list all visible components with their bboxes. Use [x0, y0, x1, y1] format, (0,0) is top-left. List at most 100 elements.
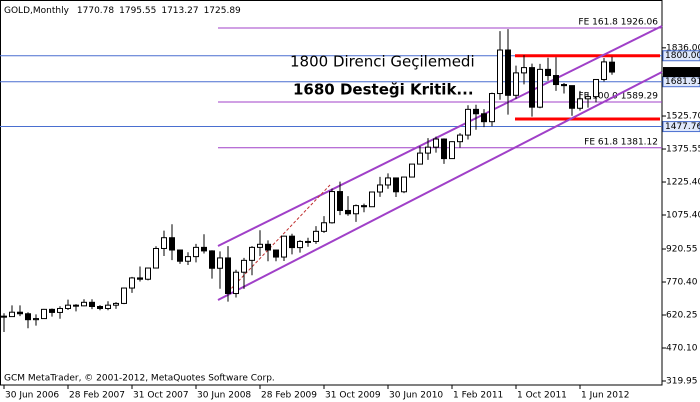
- candle-body: [585, 96, 591, 100]
- candles: [1, 29, 615, 332]
- candle-body: [393, 177, 399, 193]
- symbol: GOLD,Monthly: [4, 6, 70, 16]
- y-tick-label: 470.10: [666, 344, 698, 354]
- candle-body: [57, 307, 63, 313]
- candle-body: [609, 61, 615, 73]
- candle-body: [297, 240, 303, 249]
- candle-body: [97, 305, 103, 309]
- candle-body: [225, 257, 231, 295]
- header-open: 1770.78: [77, 6, 114, 16]
- candle-body: [449, 141, 455, 160]
- candle-body: [81, 301, 87, 307]
- candle-body: [249, 246, 255, 261]
- x-tick-label: 28 Feb 2007: [69, 391, 125, 401]
- candle-body: [353, 205, 359, 215]
- candle-body: [129, 277, 135, 289]
- candle-body: [401, 176, 407, 193]
- candle-body: [233, 271, 239, 295]
- current-price-label: 1725.89: [665, 68, 700, 78]
- candle-body: [9, 311, 15, 318]
- candle-body: [569, 85, 575, 109]
- candle-body: [65, 304, 71, 309]
- candle-body: [33, 318, 39, 321]
- y-tick-label: 770.40: [666, 278, 698, 288]
- channel-line: [217, 25, 663, 247]
- price-box: [662, 121, 700, 133]
- candle-body: [89, 301, 95, 307]
- y-tick-label: 1375.55: [666, 145, 700, 155]
- candle-body: [369, 191, 375, 208]
- y-tick-label: 620.25: [666, 311, 698, 321]
- y-tick-label: 319.95: [666, 377, 698, 387]
- candle-body: [537, 68, 543, 108]
- x-tick-label: 1 Feb 2011: [453, 391, 503, 401]
- candle-body: [473, 108, 479, 115]
- current-price-box: [663, 67, 700, 78]
- candle-body: [161, 237, 167, 249]
- candle-body: [321, 222, 327, 232]
- candle-body: [433, 138, 439, 148]
- candle-body: [465, 108, 471, 136]
- x-tick-label: 31 Oct 2009: [325, 391, 381, 401]
- x-tick-label: 30 Jun 2008: [197, 391, 251, 401]
- candle-body: [529, 67, 535, 108]
- y-tick-label: 1075.40: [666, 210, 700, 220]
- candle-body: [593, 78, 599, 98]
- candle-body: [73, 304, 79, 307]
- x-tick-label: 31 Oct 2007: [133, 391, 189, 401]
- fibo-label: FE 61.8 1381.12: [584, 137, 658, 147]
- y-tick-label: 1525.70: [666, 112, 700, 122]
- candle-body: [105, 304, 111, 309]
- candle-body: [121, 287, 127, 304]
- candle-body: [441, 138, 447, 160]
- candle-body: [113, 302, 119, 306]
- fibo-label: FE 161.8 1926.06: [578, 18, 658, 28]
- candle-body: [289, 235, 295, 249]
- candle-body: [1, 315, 7, 318]
- y-tick-label: 1836.00: [666, 43, 700, 53]
- candle-body: [137, 277, 143, 280]
- candle-body: [201, 246, 207, 252]
- candle-body: [281, 235, 287, 258]
- x-tick-label: 30 Jun 2010: [389, 391, 443, 401]
- price-box-label: 1800.00: [665, 51, 700, 61]
- x-tick-label: 30 Jun 2006: [5, 391, 59, 401]
- x-tick-label: 1 Oct 2011: [517, 391, 567, 401]
- candle-body: [377, 184, 383, 193]
- candle-body: [241, 259, 247, 273]
- candle-body: [425, 146, 431, 154]
- candle-body: [601, 61, 607, 80]
- candle-body: [385, 177, 391, 186]
- candle-body: [489, 93, 495, 123]
- channel: [217, 25, 663, 301]
- annotation: 1800 Direnci Geçilemedi: [290, 53, 475, 71]
- footer: GCM MetaTrader, © 2001-2012, MetaQuotes …: [4, 374, 275, 384]
- candle-body: [265, 243, 271, 251]
- candle-body: [145, 267, 151, 280]
- candle-body: [177, 249, 183, 262]
- candle-body: [273, 249, 279, 258]
- candle-body: [345, 209, 351, 215]
- channel-line: [217, 71, 663, 301]
- header: GOLD,Monthly 1770.78 1795.55 1713.27 1725.89: [4, 6, 241, 16]
- price-box: [662, 50, 700, 62]
- annotation: 1680 Desteği Kritik...: [293, 81, 474, 99]
- candle-body: [337, 191, 343, 211]
- candle-body: [329, 191, 335, 224]
- header-low: 1713.27: [161, 6, 198, 16]
- header-high: 1795.55: [119, 6, 156, 16]
- candle-body: [481, 113, 487, 123]
- candle-body: [521, 67, 527, 74]
- candle-body: [185, 256, 191, 262]
- candle-body: [169, 237, 175, 251]
- candle-body: [553, 75, 559, 86]
- candle-body: [41, 308, 47, 320]
- candle-body: [257, 243, 263, 248]
- candle-body: [217, 257, 223, 269]
- candle-body: [497, 49, 503, 95]
- header-close: 1725.89: [204, 6, 241, 16]
- x-tick-label: 28 Feb 2009: [261, 391, 317, 401]
- candle-body: [361, 205, 367, 208]
- price-box-label: 1681.91: [665, 77, 700, 87]
